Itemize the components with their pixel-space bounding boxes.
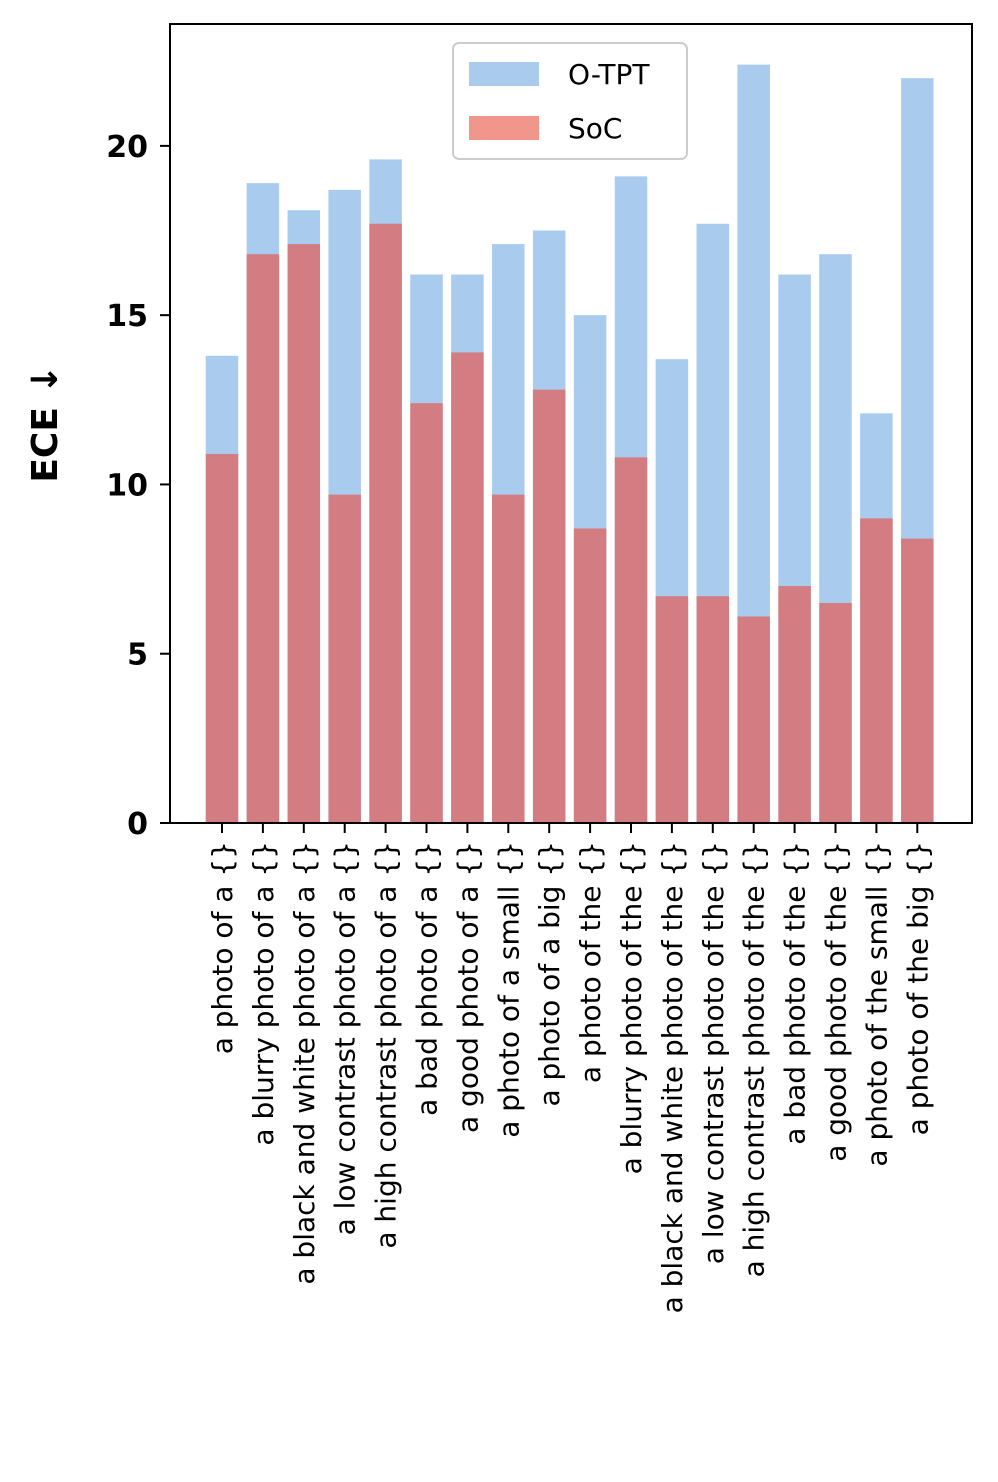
x-tick-label: a good photo of a {} bbox=[451, 841, 484, 1133]
legend-label-soc: SoC bbox=[568, 112, 622, 145]
bar-soc-11 bbox=[655, 596, 689, 823]
legend-label-otpt: O-TPT bbox=[568, 58, 650, 91]
x-tick-label: a black and white photo of the {} bbox=[656, 841, 689, 1313]
y-axis-label: ECE ↓ bbox=[25, 364, 66, 482]
x-tick-label: a bad photo of the {} bbox=[779, 841, 812, 1145]
legend: O-TPT SoC bbox=[452, 42, 688, 160]
x-tick-label: a low contrast photo of the {} bbox=[697, 841, 730, 1264]
bar-soc-6 bbox=[451, 352, 484, 823]
y-tick-label: 20 bbox=[106, 130, 148, 165]
x-tick-label: a blurry photo of a {} bbox=[247, 841, 280, 1146]
x-tick-label: a high contrast photo of the {} bbox=[738, 841, 771, 1277]
x-tick-label: a photo of the small {} bbox=[860, 841, 893, 1167]
x-tick-label: a bad photo of a {} bbox=[411, 841, 444, 1116]
legend-swatch-otpt bbox=[469, 62, 539, 86]
x-tick-label: a photo of the {} bbox=[574, 841, 607, 1083]
x-tick-label: a photo of the big {} bbox=[901, 841, 934, 1135]
bar-soc-1 bbox=[246, 254, 280, 824]
plot-frame bbox=[169, 23, 973, 824]
x-tick-label: a good photo of the {} bbox=[820, 841, 853, 1162]
x-tick-label: a black and white photo of a {} bbox=[288, 841, 321, 1285]
x-tick-label: a photo of a small {} bbox=[492, 841, 525, 1138]
bar-soc-14 bbox=[778, 586, 811, 823]
y-tick-label: 10 bbox=[106, 468, 148, 503]
bar-soc-17 bbox=[901, 538, 934, 823]
bar-soc-8 bbox=[532, 389, 566, 823]
series-soc-bars bbox=[205, 223, 934, 824]
legend-swatch-soc bbox=[469, 116, 539, 140]
bar-soc-10 bbox=[614, 457, 648, 823]
x-tick-label: a high contrast photo of a {} bbox=[370, 841, 403, 1249]
y-tick-label: 5 bbox=[127, 638, 148, 673]
x-tick-label: a photo of a {} bbox=[206, 841, 239, 1054]
y-axis: 0 5 10 15 20 bbox=[106, 130, 170, 842]
bar-soc-15 bbox=[819, 602, 852, 823]
bar-soc-0 bbox=[205, 453, 239, 823]
bar-soc-2 bbox=[287, 244, 321, 823]
bar-soc-12 bbox=[696, 596, 730, 823]
bar-soc-7 bbox=[492, 494, 525, 823]
bar-soc-5 bbox=[410, 403, 443, 823]
x-tick-label: a photo of a big {} bbox=[533, 841, 566, 1107]
x-axis: a photo of a {} a blurry photo of a {} a b… bbox=[206, 823, 934, 1313]
bar-soc-9 bbox=[573, 528, 607, 823]
bar-soc-13 bbox=[737, 616, 770, 823]
y-tick-label: 15 bbox=[106, 299, 148, 334]
x-tick-label: a blurry photo of the {} bbox=[615, 841, 648, 1174]
x-tick-label: a low contrast photo of a {} bbox=[329, 841, 362, 1235]
bar-soc-4 bbox=[369, 223, 402, 823]
y-tick-label: 0 bbox=[127, 807, 148, 842]
bar-soc-3 bbox=[328, 494, 361, 823]
bar-soc-16 bbox=[860, 518, 893, 823]
